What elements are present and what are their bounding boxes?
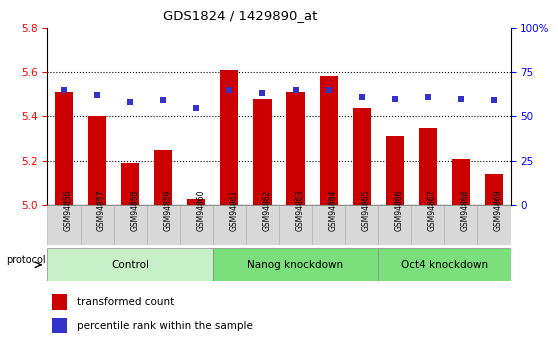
Point [93, 92, 102, 98]
Bar [286, 92, 305, 205]
Point [291, 87, 300, 92]
Bar [386, 136, 404, 205]
Bar [147, 205, 180, 245]
Text: GSM94862: GSM94862 [262, 189, 271, 231]
Text: GSM94857: GSM94857 [97, 189, 106, 231]
Bar [213, 248, 378, 281]
Point [489, 98, 498, 103]
Bar [47, 205, 80, 245]
Point [225, 87, 234, 92]
Point [390, 96, 399, 101]
Text: GSM94868: GSM94868 [461, 189, 470, 231]
Text: GSM94865: GSM94865 [362, 189, 371, 231]
Text: percentile rank within the sample: percentile rank within the sample [76, 321, 252, 331]
Bar [253, 99, 272, 205]
Bar [180, 205, 213, 245]
Text: transformed count: transformed count [76, 297, 174, 307]
Point [258, 91, 267, 96]
Bar [52, 318, 68, 333]
Bar [345, 205, 378, 245]
Bar [213, 205, 246, 245]
Bar [121, 163, 140, 205]
Text: protocol: protocol [6, 255, 46, 265]
Text: GSM94863: GSM94863 [296, 189, 305, 231]
Text: GSM94869: GSM94869 [494, 189, 503, 231]
Bar [320, 77, 338, 205]
Text: GSM94859: GSM94859 [163, 189, 172, 231]
Text: GSM94867: GSM94867 [428, 189, 437, 231]
Bar [47, 248, 213, 281]
Point [424, 94, 432, 100]
Point [456, 96, 465, 101]
Bar [378, 248, 511, 281]
Bar [154, 150, 172, 205]
Text: GSM94860: GSM94860 [196, 189, 205, 231]
Text: GSM94858: GSM94858 [130, 189, 139, 231]
Text: GDS1824 / 1429890_at: GDS1824 / 1429890_at [163, 9, 317, 22]
Bar [312, 205, 345, 245]
Bar [220, 70, 238, 205]
Text: Control: Control [111, 260, 149, 270]
Bar [55, 92, 73, 205]
Bar [88, 116, 106, 205]
Bar [114, 205, 147, 245]
Bar [485, 174, 503, 205]
Bar [353, 108, 371, 205]
Bar [279, 205, 312, 245]
Point [60, 87, 69, 92]
Point [158, 98, 167, 103]
Text: GSM94866: GSM94866 [395, 189, 404, 231]
Point [324, 87, 333, 92]
Text: GSM94861: GSM94861 [229, 189, 238, 231]
Bar [418, 128, 437, 205]
Point [357, 94, 366, 100]
Bar [378, 205, 411, 245]
Point [192, 105, 201, 110]
Text: Nanog knockdown: Nanog knockdown [248, 260, 344, 270]
Text: GSM94856: GSM94856 [64, 189, 73, 231]
Bar [444, 205, 478, 245]
Text: Oct4 knockdown: Oct4 knockdown [401, 260, 488, 270]
Bar [80, 205, 114, 245]
Bar [411, 205, 444, 245]
Bar [187, 199, 205, 205]
Text: GSM94864: GSM94864 [329, 189, 338, 231]
Bar [478, 205, 511, 245]
Bar [452, 159, 470, 205]
Point [126, 99, 134, 105]
Bar [246, 205, 279, 245]
Bar [52, 294, 68, 309]
